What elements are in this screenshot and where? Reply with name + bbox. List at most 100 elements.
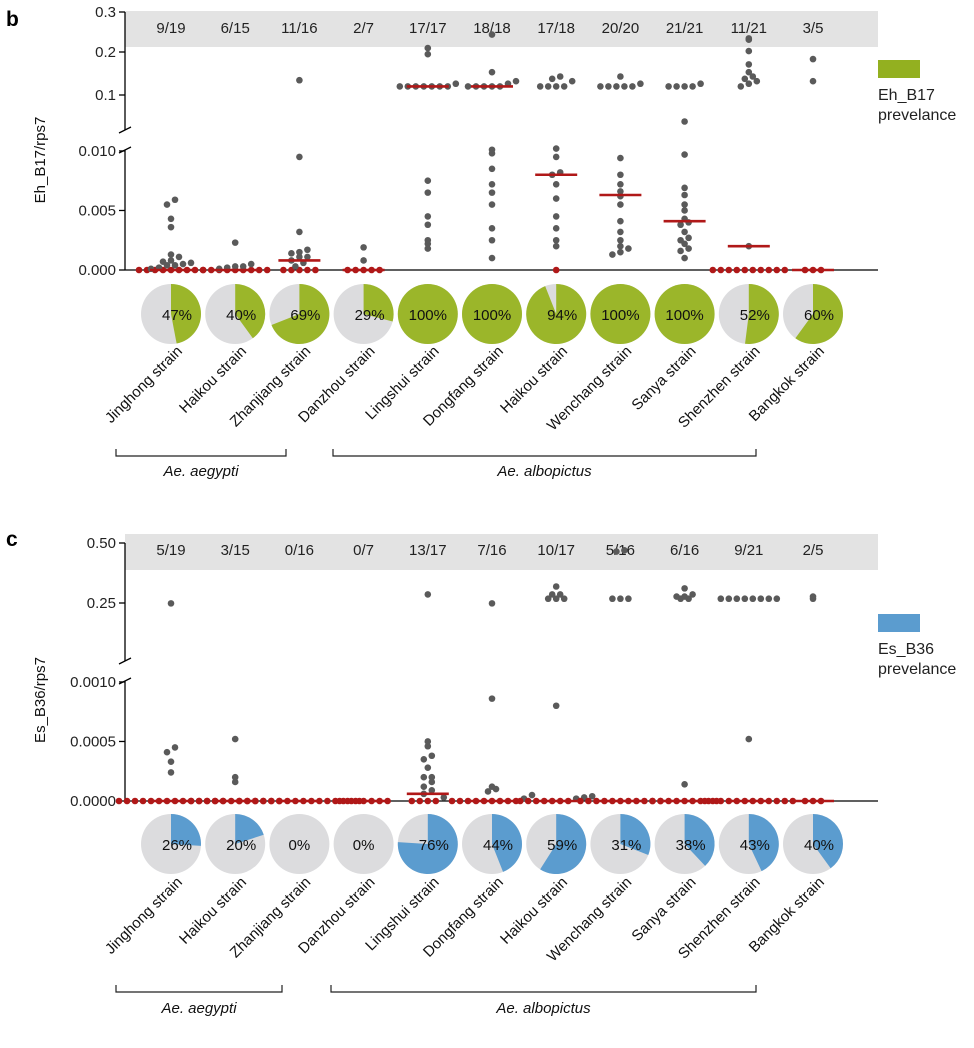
pie-slice [526,284,587,345]
data-point [236,797,243,805]
data-point [488,165,496,173]
data-point [167,223,175,231]
data-point [420,783,428,791]
y-tick-label: 0.0010 [70,674,116,691]
legend-label: prevelance [878,107,956,124]
data-point [689,83,696,90]
data-point [717,797,725,805]
data-point [745,80,753,88]
data-point [757,595,765,603]
pie-percent-label: 20% [226,837,256,854]
prevalence-ratio: 0/16 [285,542,314,559]
data-point [324,797,331,805]
data-point [552,702,560,710]
data-point [681,184,688,192]
data-point [701,797,709,805]
data-point [231,778,239,786]
data-point [681,207,688,214]
prevalence-ratio: 2/5 [803,542,824,559]
pie-slice [271,284,330,344]
data-point [488,189,496,196]
data-point [171,744,179,751]
pie-slice [684,814,715,866]
data-point [488,201,496,208]
data-point [617,236,624,244]
data-point [681,118,688,125]
pie-slice [235,284,266,339]
prevalence-ratio: 9/19 [156,20,185,37]
data-point [649,797,656,805]
data-point [621,547,628,554]
data-point [171,261,179,269]
pie-percent-label: 100% [473,307,511,324]
pie-percent-label: 40% [804,837,834,854]
data-point [260,797,267,805]
pie-percent-label: 0% [289,837,311,854]
data-point [552,195,560,202]
pie-percent-label: 69% [290,307,320,324]
pie-slice [813,814,844,869]
data-point [255,266,263,274]
y-tick-label: 0.000 [78,262,116,279]
data-point [135,266,143,274]
y-tick-label: 0.0005 [70,733,116,750]
data-point [685,234,692,242]
data-point [773,266,781,274]
axis-break-mark [118,126,132,134]
group-label: Ae. albopictus [496,463,592,480]
data-point [552,180,560,188]
data-point [159,258,167,265]
data-point [617,242,624,250]
data-point [617,154,624,162]
data-point [360,244,367,251]
data-point [585,797,592,805]
data-point [528,791,536,799]
prevalence-ratio: 5/16 [606,542,635,559]
data-point [312,266,319,274]
data-point [179,260,187,268]
data-point [745,35,753,42]
data-point [548,75,556,83]
prevalence-ratio: 7/16 [477,542,506,559]
data-point [568,77,576,85]
data-point [304,246,311,254]
data-point [781,797,789,805]
data-point [424,236,432,244]
panel-c: c 5/19 3/15 0/16 0/7 13/17 7/16 10/17 5/16 6/16 9/… [6,528,956,1017]
data-point [420,773,428,781]
panel-b: b 9/19 6/15 11/16 2/7 17/17 18/18 17/18 20/20 21/… [6,4,956,480]
data-point [167,600,175,607]
prevalence-ratio: 3/15 [221,542,250,559]
data-point [231,239,239,246]
pie-percent-label: 60% [804,307,834,324]
prevalence-ratio: 18/18 [473,20,511,37]
data-point [424,245,432,252]
data-point [681,593,688,600]
data-point [745,68,753,76]
data-point [560,595,568,603]
data-point [424,177,432,185]
data-point [637,80,644,88]
prevalence-ratio: 5/19 [156,542,185,559]
data-point [464,83,472,90]
pie-percent-label: 76% [419,837,449,854]
data-point [741,595,749,603]
data-point [809,77,817,85]
data-point [617,180,624,188]
data-point [552,225,560,232]
strain-label: Sanya strain [628,874,699,945]
data-point [488,68,496,76]
prevalence-ratio: 10/17 [537,542,575,559]
data-point [753,77,761,85]
pie-percent-label: 38% [676,837,706,854]
data-point [665,83,672,90]
pie-slice [620,814,651,856]
data-point [428,773,436,781]
data-point [428,786,436,794]
data-point [765,595,773,603]
data-point [336,797,343,805]
pie-percent-label: 100% [409,307,447,324]
y-tick-label: 0.2 [95,44,116,61]
data-point [681,781,688,788]
